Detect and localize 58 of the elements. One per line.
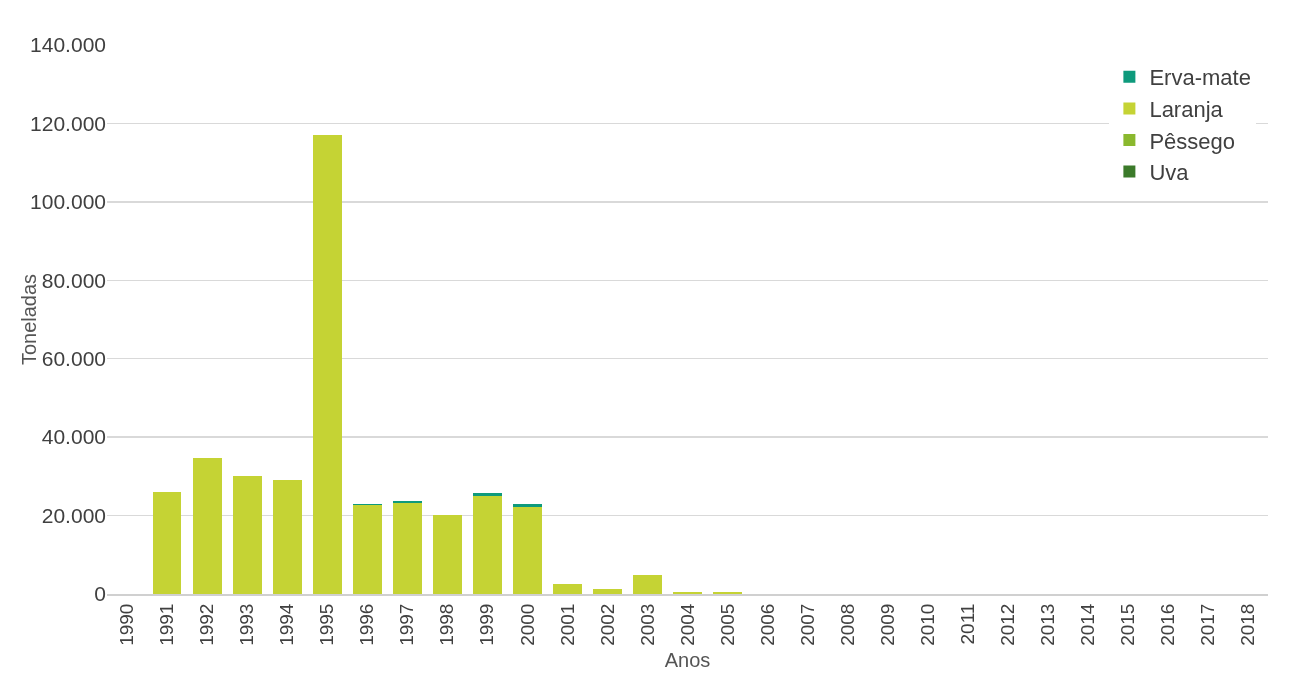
bar <box>392 503 422 594</box>
bar <box>512 503 542 507</box>
bar <box>352 504 382 594</box>
x-tick-label: 2001 <box>556 603 578 646</box>
x-tick-label: 2005 <box>716 603 738 646</box>
x-tick-label: 2011 <box>956 603 978 645</box>
x-tick-label: 1996 <box>356 603 378 646</box>
y-tick-label: 40.000 <box>41 425 106 449</box>
bar <box>512 506 542 594</box>
x-tick-label: 1993 <box>236 603 258 646</box>
x-tick-label: 1995 <box>316 603 338 646</box>
x-tick-label: 2018 <box>1237 603 1259 646</box>
x-tick-label: 2000 <box>516 603 538 646</box>
x-tick-label: 1994 <box>276 603 298 646</box>
bar <box>472 495 502 594</box>
y-tick-label: 140.000 <box>30 33 106 57</box>
x-tick-label: 2003 <box>636 603 658 646</box>
x-tick-label: 1998 <box>436 603 458 646</box>
x-tick-label: 1992 <box>196 603 218 646</box>
y-tick-label: 120.000 <box>30 111 106 135</box>
bar <box>432 514 462 594</box>
bar <box>472 492 502 496</box>
x-tick-label: 2015 <box>1117 603 1139 646</box>
x-tick-label: 2004 <box>676 603 698 646</box>
legend-label: Erva-mate <box>1149 65 1251 91</box>
y-tick-label: 0 <box>94 582 106 606</box>
bar <box>272 480 302 594</box>
x-tick-label: 2012 <box>996 603 1018 646</box>
x-tick-label: 1990 <box>116 603 138 646</box>
y-tick-label: 100.000 <box>30 190 106 214</box>
x-tick-label: 2013 <box>1036 603 1058 646</box>
legend-label: Uva <box>1149 160 1190 186</box>
x-axis-title: Anos <box>664 648 711 671</box>
legend-label: Pêssego <box>1149 128 1236 154</box>
bar <box>192 458 222 594</box>
x-tick-label: 2009 <box>876 603 898 646</box>
x-tick-label: 1997 <box>396 603 418 646</box>
y-tick-label: 60.000 <box>41 347 106 371</box>
x-tick-label: 2007 <box>796 603 818 646</box>
x-tick-label: 2017 <box>1197 603 1219 646</box>
x-tick-label: 2016 <box>1157 603 1179 646</box>
bar <box>312 135 342 594</box>
bar <box>232 475 262 594</box>
y-axis-title: Toneladas <box>17 273 40 366</box>
bar <box>552 583 582 594</box>
x-tick-label: 1999 <box>476 603 498 646</box>
x-tick-label: 2010 <box>916 603 938 646</box>
bar <box>152 491 182 594</box>
y-tick-label: 80.000 <box>41 268 106 292</box>
x-tick-label: 2014 <box>1077 603 1099 646</box>
x-tick-label: 2002 <box>596 603 618 646</box>
legend-label: Laranja <box>1149 96 1224 122</box>
bar <box>633 575 662 594</box>
y-tick-label: 20.000 <box>41 503 106 527</box>
x-tick-label: 2008 <box>836 603 858 646</box>
x-tick-label: 1991 <box>156 603 178 646</box>
x-tick-label: 2006 <box>756 603 778 646</box>
bar <box>593 588 622 594</box>
